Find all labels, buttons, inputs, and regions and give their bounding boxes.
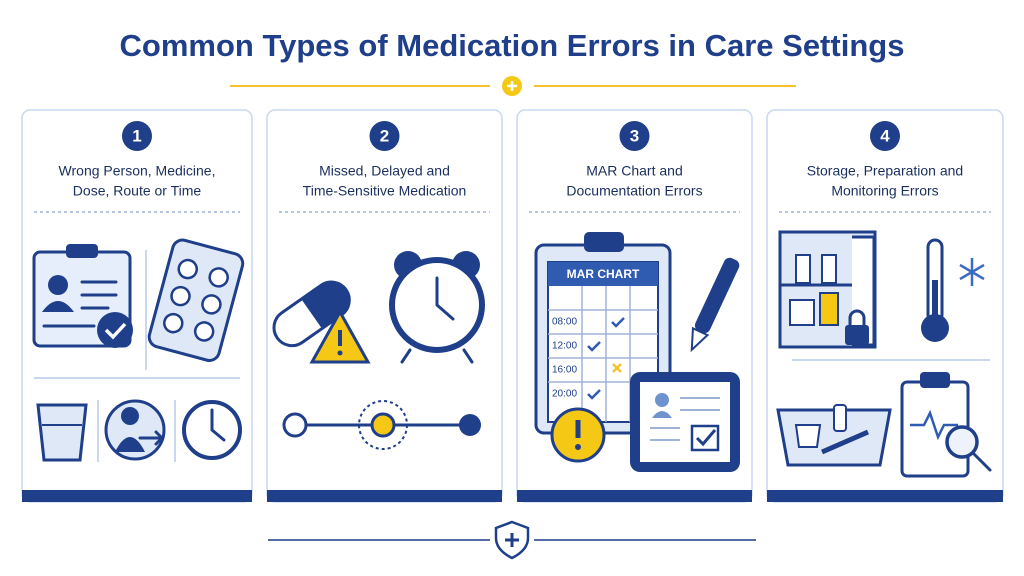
card2-icons (272, 251, 485, 450)
mar-time: 16:00 (552, 365, 577, 376)
card-title: MAR Chart and (586, 163, 682, 179)
card-title: Storage, Preparation and (807, 163, 963, 179)
number-badge (122, 121, 152, 151)
mar-time: 08:00 (552, 317, 577, 328)
card-number: 2 (380, 126, 389, 145)
card-footer-bar (767, 490, 1003, 502)
card4-icons (776, 230, 992, 478)
card-footer-bar (517, 490, 752, 502)
title: Common Types of Medication Errors in Car… (120, 28, 905, 63)
card-title: Dose, Route or Time (73, 183, 202, 199)
card1-icons (32, 238, 245, 462)
card3-icons: MAR CHART 08:00 12:00 16:00 20:00 (534, 232, 740, 472)
card-footer-bar (267, 490, 502, 502)
card-title: Documentation Errors (566, 183, 702, 199)
mar-time: 12:00 (552, 341, 577, 352)
card-title: Missed, Delayed and (319, 163, 450, 179)
mar-label: MAR CHART (567, 267, 640, 281)
number-badge (619, 121, 650, 151)
title-divider (230, 76, 796, 96)
card-number: 1 (132, 126, 141, 145)
footer-divider (268, 520, 756, 560)
card-footer-bar (22, 490, 252, 502)
number-badge (369, 121, 400, 151)
mar-time: 20:00 (552, 389, 577, 400)
card-number: 4 (880, 126, 890, 145)
number-badge (870, 121, 900, 151)
card-title: Monitoring Errors (831, 183, 938, 199)
card-title: Wrong Person, Medicine, (59, 163, 216, 179)
card-title: Time-Sensitive Medication (303, 183, 467, 199)
card-number: 3 (630, 126, 639, 145)
